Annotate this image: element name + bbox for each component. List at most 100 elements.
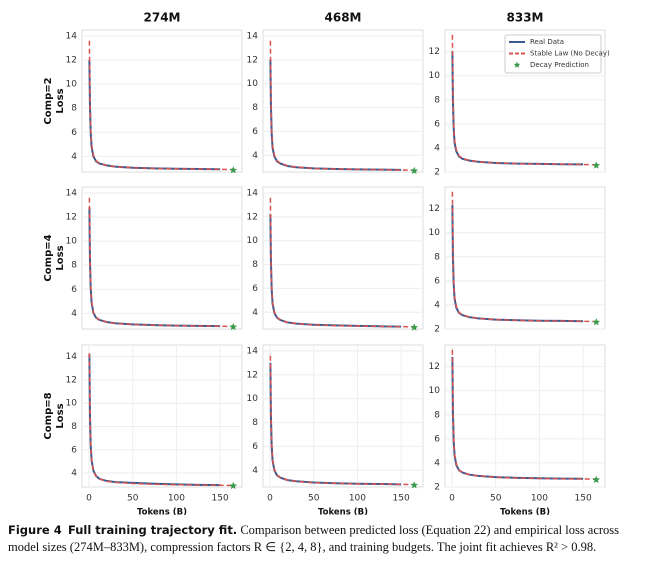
decay-marker bbox=[410, 481, 419, 489]
y-tick-label: 4 bbox=[71, 469, 77, 479]
y-tick-label: 6 bbox=[71, 128, 77, 138]
x-tick-label: 0 bbox=[449, 494, 455, 504]
x-tick-label: 50 bbox=[308, 494, 320, 504]
y-tick-label: 4 bbox=[434, 143, 440, 153]
series-line bbox=[269, 355, 415, 486]
y-tick-label: 14 bbox=[66, 189, 78, 199]
y-tick-label: 10 bbox=[429, 228, 441, 238]
decay-marker bbox=[592, 475, 601, 483]
y-tick-label: 12 bbox=[66, 213, 77, 223]
y-tick-label: 2 bbox=[434, 168, 440, 178]
legend-label: Real Data bbox=[530, 38, 564, 46]
y-axis-label: Comp=4 bbox=[43, 234, 54, 281]
y-tick-label: 14 bbox=[247, 188, 259, 198]
y-tick-label: 10 bbox=[429, 71, 441, 81]
plot-area bbox=[262, 344, 424, 488]
y-tick-label: 6 bbox=[252, 284, 258, 294]
column-title: 468M bbox=[325, 11, 362, 25]
y-tick-label: 14 bbox=[247, 346, 259, 356]
legend-label: Stable Law (No Decay) bbox=[530, 50, 610, 58]
y-tick-label: 8 bbox=[71, 422, 77, 432]
y-tick-label: 4 bbox=[434, 300, 440, 310]
y-axis-label: Comp=2 bbox=[43, 77, 54, 124]
y-tick-label: 6 bbox=[71, 285, 77, 295]
decay-marker bbox=[410, 323, 419, 331]
y-tick-label: 8 bbox=[252, 418, 258, 428]
x-tick-label: 0 bbox=[267, 494, 273, 504]
y-tick-label: 4 bbox=[252, 466, 258, 476]
x-tick-label: 50 bbox=[127, 494, 139, 504]
series-line bbox=[451, 349, 597, 480]
y-axis-label: Comp=8 bbox=[43, 392, 54, 439]
column-title: 833M bbox=[507, 11, 544, 25]
series-line bbox=[269, 197, 415, 328]
y-tick-label: 10 bbox=[247, 394, 259, 404]
x-tick-label: 150 bbox=[393, 494, 410, 504]
plot-area bbox=[262, 29, 424, 173]
decay-marker bbox=[410, 166, 419, 174]
plot-area bbox=[81, 29, 243, 173]
decay-marker bbox=[592, 318, 601, 326]
x-tick-label: 100 bbox=[168, 494, 185, 504]
y-tick-label: 10 bbox=[247, 79, 259, 89]
plot-area bbox=[81, 186, 243, 330]
y-tick-label: 12 bbox=[247, 370, 258, 380]
y-tick-label: 12 bbox=[429, 362, 440, 372]
caption-text: Comparison between predicted loss (Equat… bbox=[8, 523, 620, 554]
y-tick-label: 14 bbox=[66, 32, 78, 42]
caption: Figure 4 Full training trajectory fit. C… bbox=[8, 522, 648, 556]
y-tick-label: 6 bbox=[434, 434, 440, 444]
y-tick-label: 2 bbox=[434, 483, 440, 493]
y-tick-label: 4 bbox=[434, 458, 440, 468]
y-tick-label: 8 bbox=[434, 95, 440, 105]
legend-swatch bbox=[513, 61, 521, 68]
y-tick-label: 6 bbox=[434, 276, 440, 286]
plot-area bbox=[262, 186, 424, 330]
y-tick-label: 8 bbox=[434, 252, 440, 262]
y-axis-label: Loss bbox=[55, 88, 66, 113]
x-axis-label: Tokens (B) bbox=[318, 508, 368, 516]
x-tick-label: 100 bbox=[531, 494, 548, 504]
x-axis-label: Tokens (B) bbox=[137, 508, 187, 516]
y-tick-label: 8 bbox=[252, 260, 258, 270]
y-tick-label: 14 bbox=[247, 31, 259, 41]
y-tick-label: 12 bbox=[429, 204, 440, 214]
y-tick-label: 10 bbox=[429, 386, 441, 396]
y-tick-label: 4 bbox=[71, 152, 77, 162]
y-tick-label: 10 bbox=[66, 80, 78, 90]
decay-marker bbox=[592, 161, 601, 169]
series-line bbox=[451, 34, 597, 166]
y-tick-label: 6 bbox=[252, 127, 258, 137]
decay-marker bbox=[229, 323, 238, 331]
series-line bbox=[88, 353, 234, 487]
plot-area bbox=[81, 344, 243, 488]
y-tick-label: 10 bbox=[66, 237, 78, 247]
x-tick-label: 150 bbox=[575, 494, 592, 504]
x-axis-label: Tokens (B) bbox=[500, 508, 550, 516]
decay-marker bbox=[229, 481, 238, 490]
caption-title: Full training trajectory fit. bbox=[67, 523, 238, 537]
legend-box bbox=[504, 34, 602, 74]
y-tick-label: 4 bbox=[252, 308, 258, 318]
y-tick-label: 12 bbox=[247, 55, 258, 65]
y-tick-label: 8 bbox=[71, 261, 77, 271]
y-tick-label: 10 bbox=[66, 399, 78, 409]
y-tick-label: 4 bbox=[71, 309, 77, 319]
y-tick-label: 12 bbox=[247, 212, 258, 222]
y-tick-label: 12 bbox=[429, 47, 440, 57]
legend-label: Decay Prediction bbox=[530, 61, 589, 69]
caption-label: Figure 4 bbox=[8, 523, 62, 537]
decay-marker bbox=[229, 166, 238, 174]
y-tick-label: 4 bbox=[252, 151, 258, 161]
y-tick-label: 12 bbox=[66, 375, 77, 385]
x-tick-label: 0 bbox=[86, 494, 92, 504]
y-tick-label: 2 bbox=[434, 325, 440, 335]
y-tick-label: 10 bbox=[247, 236, 259, 246]
series-line bbox=[451, 191, 597, 323]
y-tick-label: 6 bbox=[252, 442, 258, 452]
x-tick-label: 50 bbox=[490, 494, 502, 504]
y-tick-label: 14 bbox=[66, 352, 78, 362]
series-line bbox=[88, 40, 234, 171]
